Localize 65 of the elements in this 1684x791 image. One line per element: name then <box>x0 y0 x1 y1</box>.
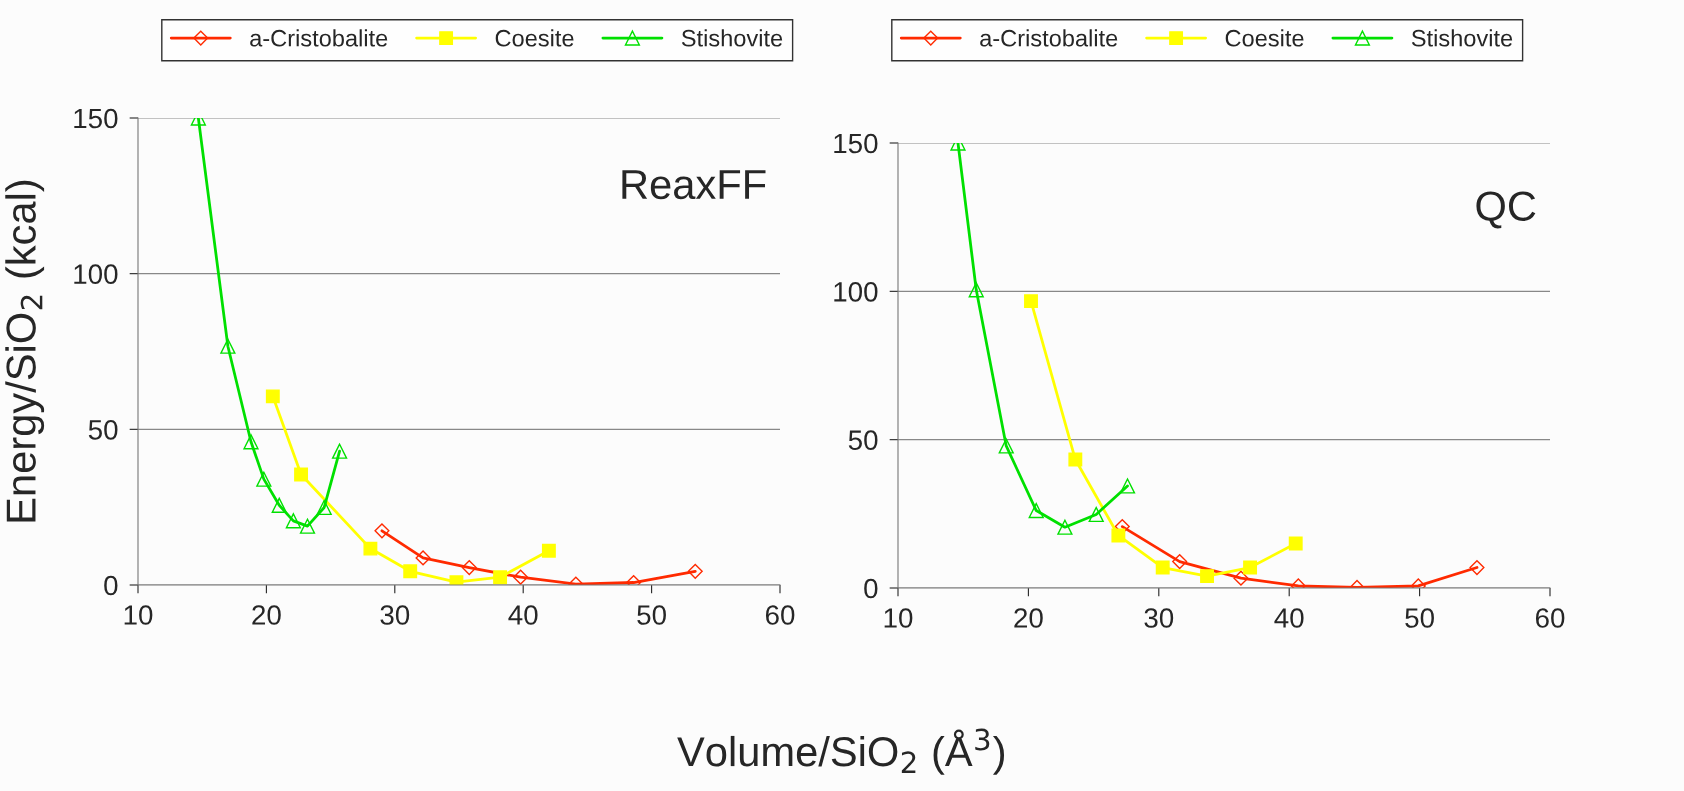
y-tick-label: 0 <box>864 578 878 599</box>
x-tick-label: 20 <box>252 605 281 625</box>
point <box>1088 506 1104 523</box>
y-axis-title: Energy/SiO$_{2}$ (kcal) <box>5 180 45 522</box>
point <box>968 282 984 298</box>
x-tick-label: 60 <box>1535 608 1565 628</box>
point <box>1172 554 1188 570</box>
point <box>363 541 378 556</box>
x-tick-label: 10 <box>124 605 153 625</box>
legend-label: Coesite <box>495 29 574 47</box>
point <box>285 513 302 529</box>
legend-label: Stishovite <box>1411 29 1513 47</box>
point <box>1155 560 1170 575</box>
point <box>1057 519 1073 535</box>
point <box>415 550 431 566</box>
legend-label: a-Cristobalite <box>980 29 1118 47</box>
x-tick-label: 40 <box>1274 608 1304 628</box>
x-tick-label: 50 <box>1405 608 1434 628</box>
point <box>1024 294 1038 309</box>
point <box>294 467 309 482</box>
y-tick-label: 100 <box>74 264 118 285</box>
y-tick-label: 0 <box>104 575 118 596</box>
x-tick-label: 40 <box>508 605 538 625</box>
point <box>256 471 272 487</box>
point <box>493 570 508 585</box>
point <box>1028 502 1044 519</box>
point <box>687 563 703 579</box>
text: QC <box>1476 191 1536 229</box>
point <box>331 443 348 459</box>
y-tick-label: 150 <box>834 133 878 154</box>
legend-label: Stishovite <box>681 29 783 47</box>
x-tick-label: 50 <box>637 605 666 625</box>
point <box>461 559 477 576</box>
point <box>243 434 259 450</box>
point <box>299 518 316 534</box>
x-tick-label: 30 <box>380 605 410 625</box>
x-tick-label: 10 <box>884 608 913 628</box>
point <box>1068 452 1083 467</box>
point <box>998 438 1014 454</box>
point <box>1200 569 1214 584</box>
y-tick-label: 150 <box>74 108 118 129</box>
point <box>403 564 418 579</box>
x-axis-title: Volume/SiO$_{2}$ (Å$^{3}$) <box>677 728 1005 775</box>
x-tick-label: 20 <box>1014 608 1043 628</box>
point <box>1119 478 1136 494</box>
point <box>271 497 287 513</box>
y-tick-label: 50 <box>848 430 878 451</box>
point <box>541 543 556 558</box>
point <box>220 338 236 354</box>
point <box>1288 536 1303 551</box>
text: ReaxFF <box>622 170 766 200</box>
point <box>1233 570 1249 586</box>
x-tick-label: 30 <box>1144 608 1174 628</box>
y-tick-label: 50 <box>88 420 118 440</box>
x-tick-label: 60 <box>765 605 795 625</box>
point <box>316 499 332 516</box>
point <box>374 523 390 539</box>
point <box>513 569 529 585</box>
y-tick-label: 100 <box>834 282 878 302</box>
legend-label: Coesite <box>1225 29 1304 47</box>
point <box>1243 560 1258 575</box>
legend-label: a-Cristobalite <box>250 29 388 47</box>
point <box>1469 559 1485 576</box>
point <box>265 389 280 404</box>
point <box>1111 528 1126 543</box>
